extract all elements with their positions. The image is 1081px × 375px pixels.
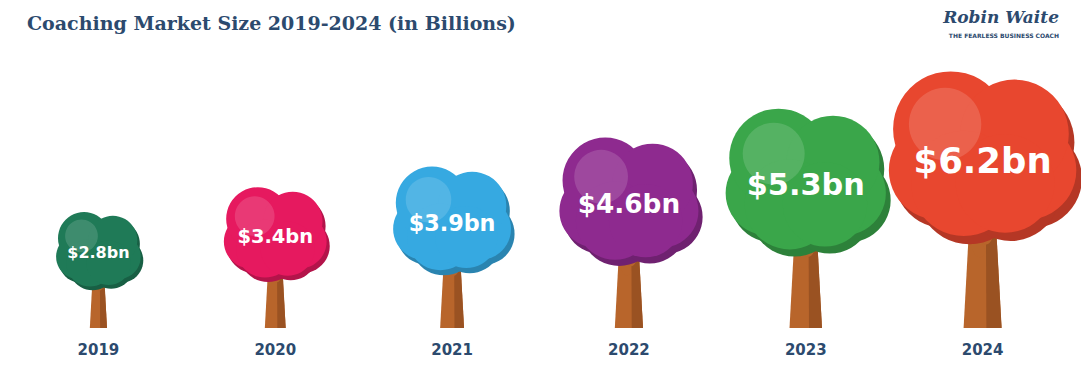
- svg-text:$4.6bn: $4.6bn: [578, 189, 680, 219]
- svg-text:$5.3bn: $5.3bn: [747, 167, 865, 202]
- svg-text:2023: 2023: [785, 341, 827, 359]
- svg-text:2021: 2021: [431, 341, 473, 359]
- svg-text:2024: 2024: [962, 341, 1004, 359]
- svg-text:2020: 2020: [254, 341, 296, 359]
- svg-text:2022: 2022: [608, 341, 650, 359]
- svg-text:Robin Waite: Robin Waite: [942, 7, 1059, 27]
- svg-text:2019: 2019: [78, 341, 120, 359]
- svg-text:Coaching Market Size 2019-2024: Coaching Market Size 2019-2024 (in Billi…: [27, 12, 516, 34]
- svg-text:$2.8bn: $2.8bn: [67, 243, 129, 262]
- svg-text:$6.2bn: $6.2bn: [914, 140, 1052, 181]
- svg-text:THE FEARLESS BUSINESS COACH: THE FEARLESS BUSINESS COACH: [949, 32, 1059, 39]
- svg-text:$3.9bn: $3.9bn: [409, 210, 496, 236]
- svg-text:$3.4bn: $3.4bn: [237, 225, 313, 248]
